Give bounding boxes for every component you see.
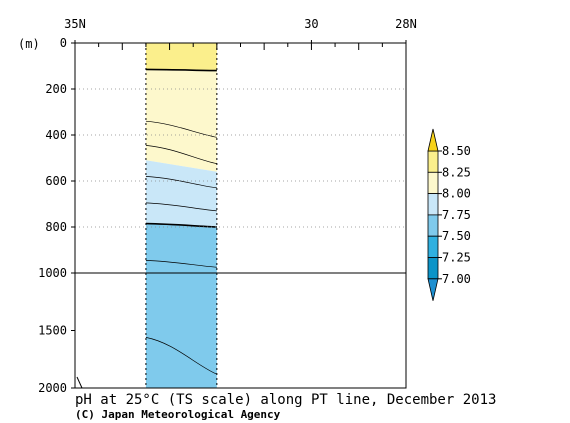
y-tick-label: 800 <box>45 220 67 234</box>
fill-layer-2 <box>145 160 217 227</box>
colorbar-segment-0 <box>427 150 439 173</box>
contour-line-1 <box>145 120 217 138</box>
colorbar-label: 7.50 <box>442 229 471 243</box>
x-tick-label: 35N <box>64 17 86 31</box>
colorbar-segment-1 <box>427 171 439 195</box>
colorbar-segment-3 <box>427 214 439 237</box>
x-tick-label: 30 <box>304 17 318 31</box>
x-tick-label: 28N <box>395 17 417 31</box>
colorbar-segment-2 <box>427 193 439 216</box>
contour-line-2 <box>145 145 217 165</box>
contour-line-0 <box>145 68 217 72</box>
colorbar-segment-5 <box>427 257 439 280</box>
contour-line-4 <box>145 202 217 212</box>
colorbar-top-arrow <box>427 128 439 152</box>
fill-layer-1 <box>145 69 217 172</box>
y-tick-label: 2000 <box>38 381 67 395</box>
y-tick-label: 200 <box>45 82 67 96</box>
plot-layer <box>75 43 406 388</box>
fill-layer-0 <box>145 43 217 71</box>
colorbar-label: 8.25 <box>442 165 471 179</box>
copyright-credit: (C) Japan Meteorological Agency <box>75 408 281 421</box>
y-tick-label: 400 <box>45 128 67 142</box>
plot-frame <box>74 42 407 389</box>
colorbar: 8.50 8.25 8.00 7.75 7.50 7.25 7.00 <box>427 128 471 301</box>
chart-title: pH at 25°C (TS scale) along PT line, Dec… <box>75 392 496 408</box>
fill-layer-3 <box>145 223 217 388</box>
contour-line-5 <box>145 222 217 228</box>
contour-line-3 <box>145 176 217 189</box>
colorbar-label: 7.25 <box>442 251 471 265</box>
y-tick-label: 1000 <box>38 266 67 280</box>
y-unit-label: (m) <box>18 37 40 51</box>
y-tick-label: 600 <box>45 174 67 188</box>
colorbar-label: 8.50 <box>442 144 471 158</box>
corner-mark <box>76 376 83 389</box>
colorbar-segment-4 <box>427 235 439 258</box>
y-tick-label: 0 <box>60 36 67 50</box>
contour-line-7 <box>145 337 217 375</box>
axis-layer: 35N 30 28N 0 200 400 600 800 1000 1500 2000 (m) <box>18 17 417 395</box>
colorbar-label: 7.75 <box>442 208 471 222</box>
y-tick-label: 1500 <box>38 324 67 338</box>
colorbar-bottom-arrow <box>427 278 439 301</box>
contour-line-6 <box>145 260 217 268</box>
colorbar-label: 8.00 <box>442 187 471 201</box>
colorbar-label: 7.00 <box>442 272 471 286</box>
